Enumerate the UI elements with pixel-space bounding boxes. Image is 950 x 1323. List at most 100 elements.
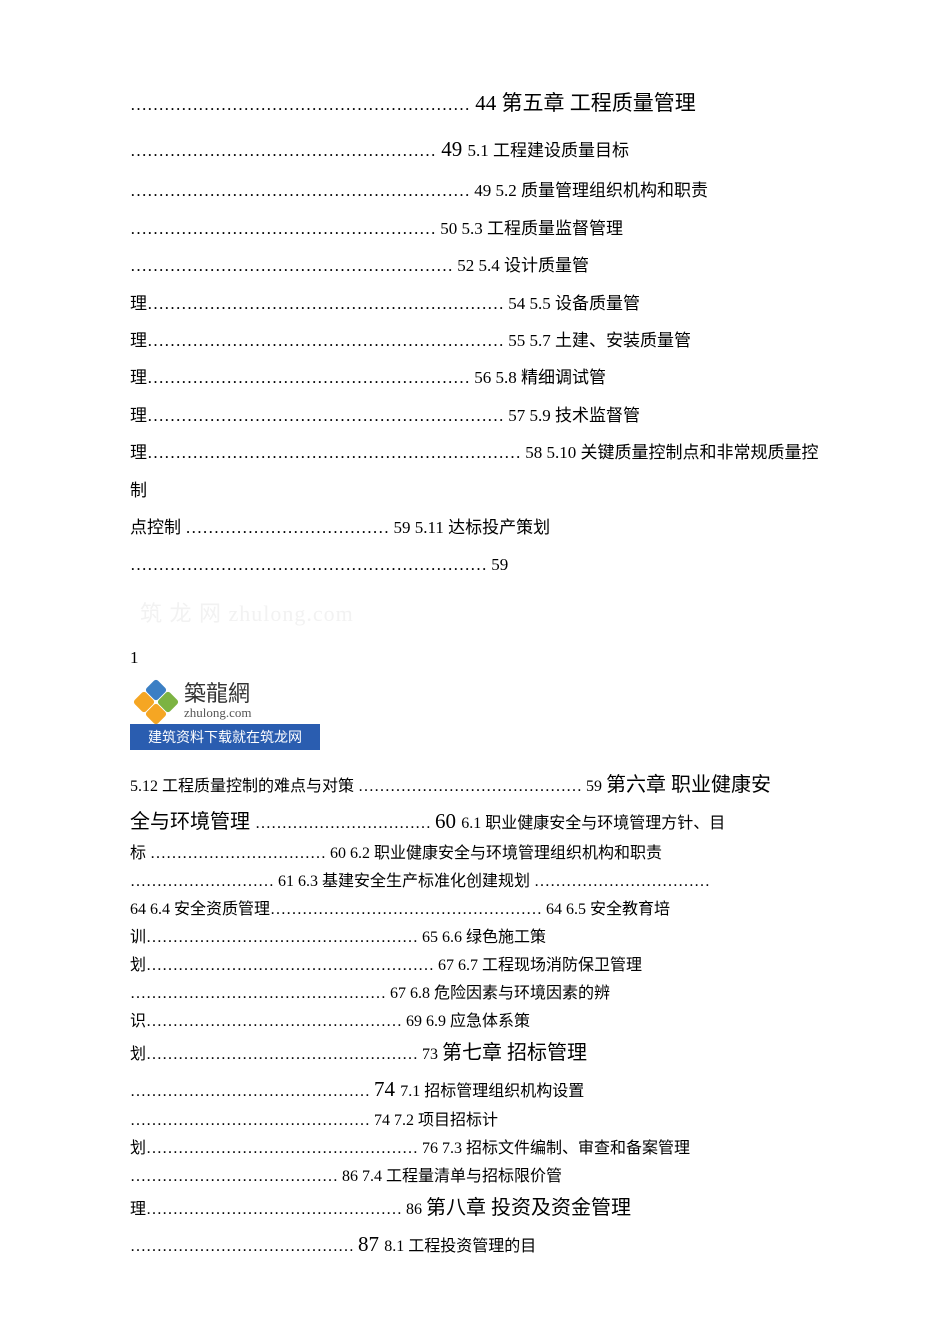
toc-segment: 划…………………………………………… 76 7.3 招标文件编制、审查和备案管理 xyxy=(130,1140,690,1157)
toc-segment: …………………………… xyxy=(255,815,435,832)
logo-banner: 建筑资料下载就在筑龙网 xyxy=(130,724,320,750)
toc-entry: 理……………………………………………………… 57 5.9 技术监督管 xyxy=(130,397,820,434)
toc-entry: ……………………………………………………… 59 xyxy=(130,546,820,583)
toc-title: 5.3 工程质量监督管理 xyxy=(462,219,624,238)
logo-flower-icon xyxy=(136,682,176,722)
logo-en: zhulong.com xyxy=(184,705,252,721)
toc-line: 划…………………………………………… 73 第七章 招标管理 xyxy=(130,1036,820,1071)
toc-dots: ………………………………………………………… xyxy=(147,443,521,462)
toc-page: 59 xyxy=(487,555,508,574)
toc-segment: …………………………………… 59 xyxy=(358,778,606,795)
toc-prefix: 理 xyxy=(130,368,147,387)
toc-dots: ………………………………………………… xyxy=(147,368,470,387)
toc-prefix: 理 xyxy=(130,406,147,425)
toc-segment: 64 6.4 安全资质管理…………………………………………… 64 6.5 安全… xyxy=(130,901,670,918)
logo-top-row: 築龍網 zhulong.com xyxy=(130,680,320,724)
toc-segment: ……………………… 61 6.3 基建安全生产标准化创建规划 ………………………… xyxy=(130,873,710,890)
toc-line: 划…………………………………………… 76 7.3 招标文件编制、审查和备案管理 xyxy=(130,1135,820,1163)
toc-segment: 60 xyxy=(435,809,461,833)
toc-title: 5.1 工程建设质量目标 xyxy=(468,141,630,160)
toc-dots: ……………………………………………………… xyxy=(147,331,504,350)
toc-line: ………………………………… 86 7.4 工程量清单与招标限价管 xyxy=(130,1163,820,1191)
toc-segment: 标 …………………………… 60 6.2 职业健康安全与环境管理组织机构和职责 xyxy=(130,845,662,862)
toc-line: 理………………………………………… 86 第八章 投资及资金管理 xyxy=(130,1191,820,1226)
toc-entry: 理……………………………………………………… 54 5.5 设备质量管 xyxy=(130,285,820,322)
toc-segment: 5.12 工程质量控制的难点与对策 xyxy=(130,778,358,795)
page-number: 1 xyxy=(130,648,820,668)
toc-dots: ……………………………… xyxy=(185,518,389,537)
toc-entry: ……………………………………………… 50 5.3 工程质量监督管理 xyxy=(130,210,820,247)
toc-dots: ……………………………………………………… xyxy=(147,294,504,313)
toc-page: 49 xyxy=(436,137,468,161)
toc-dots: …………………………………………………… xyxy=(130,181,470,200)
toc-block-lower: 5.12 工程质量控制的难点与对策 …………………………………… 59 第六章 … xyxy=(130,768,820,1264)
toc-title: 5.9 技术监督管 xyxy=(530,406,641,425)
toc-page: 55 xyxy=(504,331,530,350)
toc-entry: 理………………………………………………… 56 5.8 精细调试管 xyxy=(130,359,820,396)
toc-title: 5.7 土建、安装质量管 xyxy=(530,331,692,350)
toc-line: 64 6.4 安全资质管理…………………………………………… 64 6.5 安全… xyxy=(130,896,820,924)
toc-line: 标 …………………………… 60 6.2 职业健康安全与环境管理组织机构和职责 xyxy=(130,840,820,868)
toc-title: 第五章 工程质量管理 xyxy=(502,91,696,115)
logo-cn: 築龍網 xyxy=(184,683,252,705)
toc-segment: ……………………………………… 74 7.2 项目招标计 xyxy=(130,1112,498,1129)
toc-title: 5.11 达标投产策划 xyxy=(415,518,550,537)
toc-line: 5.12 工程质量控制的难点与对策 …………………………………… 59 第六章 … xyxy=(130,768,820,803)
toc-segment: 87 xyxy=(358,1232,384,1256)
toc-prefix: 理 xyxy=(130,331,147,350)
logo-text-wrap: 築龍網 zhulong.com xyxy=(184,683,252,721)
toc-dots: ……………………………………………… xyxy=(130,219,436,238)
toc-prefix: 点控制 xyxy=(130,518,185,537)
toc-block-upper: …………………………………………………… 44 第五章 工程质量管理………………… xyxy=(130,80,820,584)
toc-title: 5.2 质量管理组织机构和职责 xyxy=(496,181,709,200)
toc-entry: …………………………………………………… 44 第五章 工程质量管理 xyxy=(130,80,820,126)
toc-line: ……………………………………… 74 7.2 项目招标计 xyxy=(130,1107,820,1135)
toc-dots: …………………………………………………… xyxy=(130,95,470,114)
toc-prefix: 理 xyxy=(130,443,147,462)
toc-line: ……………………… 61 6.3 基建安全生产标准化创建规划 ………………………… xyxy=(130,868,820,896)
toc-line: ……………………………………… 74 7.1 招标管理组织机构设置 xyxy=(130,1071,820,1108)
toc-page: 58 xyxy=(521,443,547,462)
toc-entry: 理……………………………………………………… 55 5.7 土建、安装质量管 xyxy=(130,322,820,359)
toc-segment: 第八章 投资及资金管理 xyxy=(426,1197,631,1219)
toc-page: 59 xyxy=(389,518,415,537)
toc-segment: 识………………………………………… 69 6.9 应急体系策 xyxy=(130,1013,530,1030)
toc-segment: 全与环境管理 xyxy=(130,811,255,833)
toc-entry: 点控制 ……………………………… 59 5.11 达标投产策划 xyxy=(130,509,820,546)
toc-entry: 理………………………………………………………… 58 5.10 关键质量控制点和… xyxy=(130,434,820,509)
toc-entry: ……………………………………………… 49 5.1 工程建设质量目标 xyxy=(130,126,820,172)
toc-segment: 6.1 职业健康安全与环境管理方针、目 xyxy=(461,815,725,832)
toc-page: 57 xyxy=(504,406,530,425)
toc-page: 49 xyxy=(470,181,496,200)
toc-segment: 划…………………………………………… 73 xyxy=(130,1046,442,1063)
toc-line: 识………………………………………… 69 6.9 应急体系策 xyxy=(130,1008,820,1036)
toc-line: 划……………………………………………… 67 6.7 工程现场消防保卫管理 xyxy=(130,952,820,980)
toc-segment: 理………………………………………… 86 xyxy=(130,1201,426,1218)
toc-segment: ………………………………… 86 7.4 工程量清单与招标限价管 xyxy=(130,1168,562,1185)
toc-dots: ……………………………………………… xyxy=(130,141,436,160)
toc-segment: 训…………………………………………… 65 6.6 绿色施工策 xyxy=(130,929,546,946)
toc-prefix: 理 xyxy=(130,294,147,313)
toc-segment: …………………………………… xyxy=(130,1238,358,1255)
toc-segment: 划……………………………………………… 67 6.7 工程现场消防保卫管理 xyxy=(130,957,642,974)
toc-page: 44 xyxy=(470,91,502,115)
watermark-text: 筑 龙 网 zhulong.com xyxy=(140,596,820,628)
toc-title: 5.5 设备质量管 xyxy=(530,294,641,313)
toc-line: ………………………………………… 67 6.8 危险因素与环境因素的辨 xyxy=(130,980,820,1008)
toc-dots: ………………………………………………… xyxy=(130,256,453,275)
toc-segment: ………………………………………… 67 6.8 危险因素与环境因素的辨 xyxy=(130,985,610,1002)
toc-line: 全与环境管理 …………………………… 60 6.1 职业健康安全与环境管理方针、… xyxy=(130,803,820,840)
zhulong-logo: 築龍網 zhulong.com 建筑资料下载就在筑龙网 xyxy=(130,680,320,750)
toc-page: 50 xyxy=(436,219,462,238)
toc-dots: ……………………………………………………… xyxy=(130,555,487,574)
toc-segment: ……………………………………… xyxy=(130,1083,374,1100)
toc-dots: ……………………………………………………… xyxy=(147,406,504,425)
toc-line: 训…………………………………………… 65 6.6 绿色施工策 xyxy=(130,924,820,952)
toc-segment: 第七章 招标管理 xyxy=(442,1042,587,1064)
toc-page: 52 xyxy=(453,256,479,275)
toc-segment: 第六章 职业健康安 xyxy=(606,774,771,796)
toc-segment: 74 xyxy=(374,1077,400,1101)
toc-page: 56 xyxy=(470,368,496,387)
toc-title: 5.4 设计质量管 xyxy=(479,256,590,275)
toc-segment: 7.1 招标管理组织机构设置 xyxy=(400,1083,584,1100)
